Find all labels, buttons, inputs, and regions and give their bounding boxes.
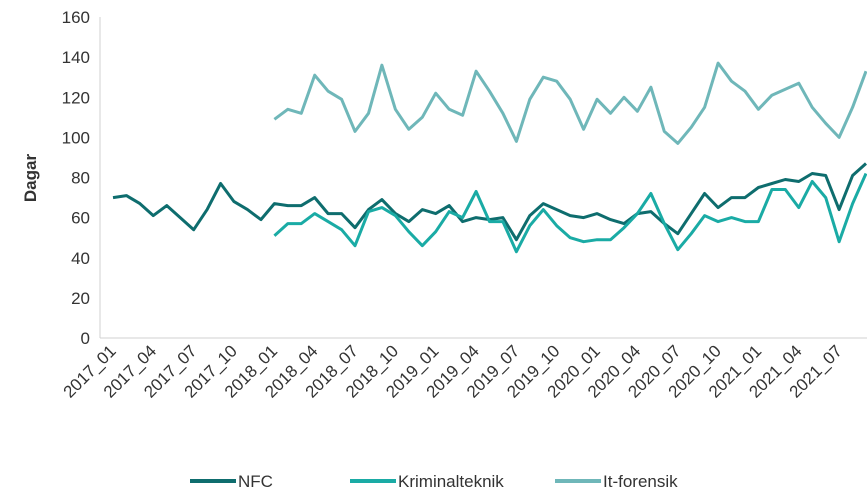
y-tick-label: 120 [62, 88, 90, 107]
legend-label: Kriminalteknik [398, 472, 504, 491]
y-tick-label: 20 [71, 289, 90, 308]
y-tick-label: 80 [71, 169, 90, 188]
series-line [112, 162, 867, 242]
y-tick-label: 160 [62, 8, 90, 27]
series-line [273, 61, 867, 145]
y-tick-label: 140 [62, 48, 90, 67]
y-tick-label: 0 [81, 329, 90, 348]
y-tick-label: 40 [71, 249, 90, 268]
y-tick-label: 60 [71, 209, 90, 228]
legend-label: NFC [238, 472, 273, 491]
series-line [273, 172, 867, 254]
legend-label: It-forensik [603, 472, 678, 491]
y-tick-label: 100 [62, 128, 90, 147]
y-axis-label: Dagar [21, 154, 40, 203]
